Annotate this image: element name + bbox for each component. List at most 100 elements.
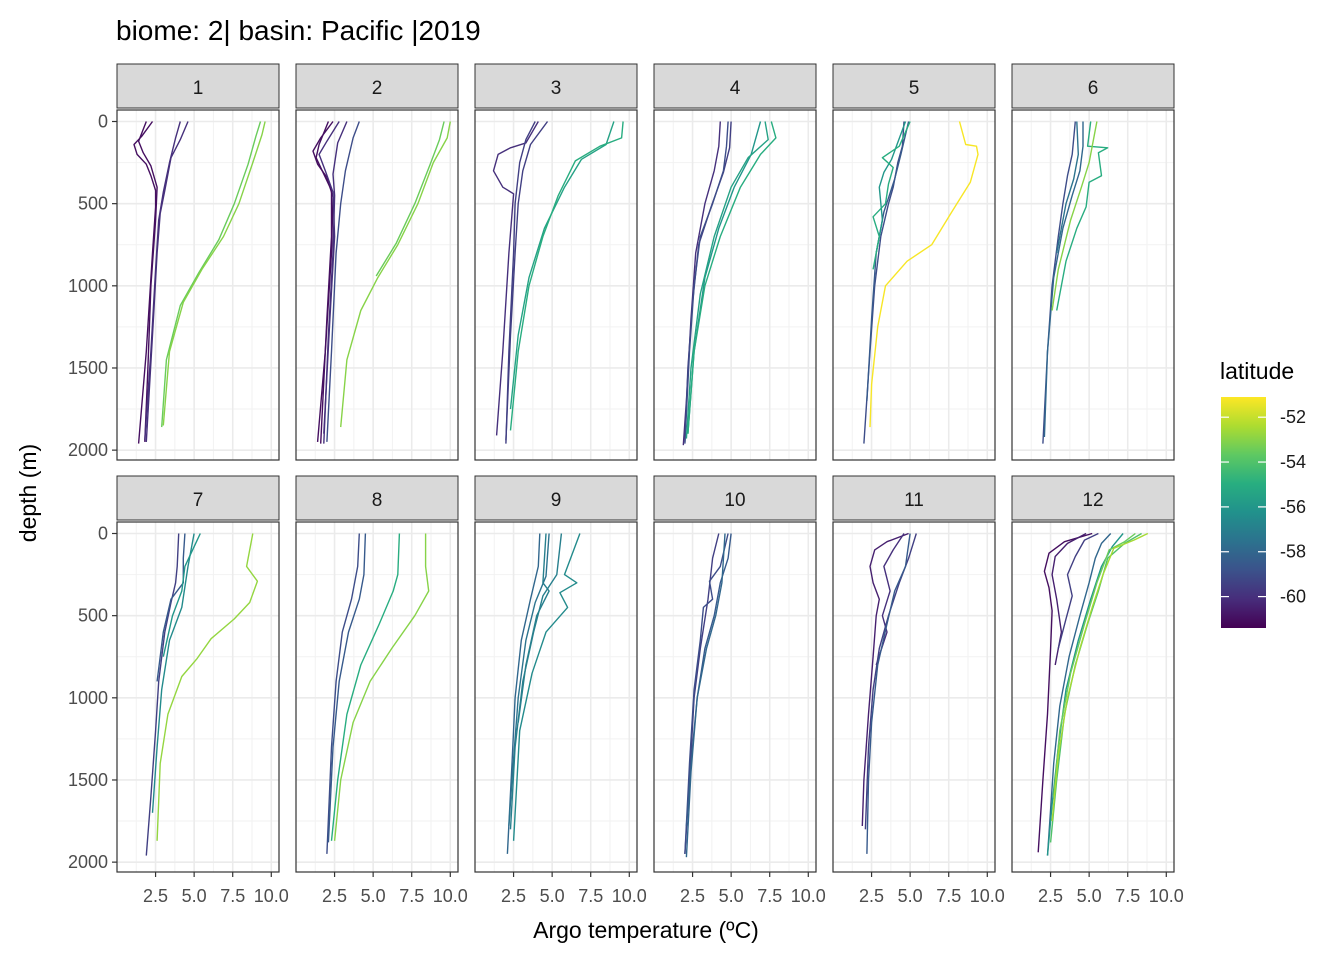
temperature-profile-line [1051, 121, 1098, 311]
facet-panel-12: 12 2.5 5.0 7.5 10.0 [1011, 475, 1184, 906]
temperature-profile-line [875, 533, 905, 666]
temperature-profile-line [144, 121, 181, 441]
legend-colorbar [1221, 397, 1266, 628]
temperature-profile-line [492, 121, 539, 436]
temperature-profile-line [340, 121, 451, 428]
facet-strip [832, 63, 996, 109]
y-tick-label: 0 [98, 524, 108, 544]
legend-tick-label: -58 [1280, 542, 1306, 562]
x-tick-label: 10.0 [254, 886, 289, 906]
temperature-profile-line [333, 533, 430, 841]
facet-strip-label: 12 [1082, 490, 1103, 511]
temperature-profile-line [1051, 532, 1149, 822]
temperature-profile-line [156, 533, 259, 841]
temperature-profile-line [869, 121, 979, 428]
facet-strip [1011, 475, 1175, 521]
facet-panel-2: 2 [295, 63, 459, 461]
legend-tick-label: -56 [1280, 497, 1306, 517]
legend-tick-label: -54 [1280, 452, 1306, 472]
temperature-profile-line [685, 121, 769, 439]
x-tick-label: 5.0 [540, 886, 565, 906]
panel-border [832, 521, 996, 873]
panel-border [116, 109, 280, 461]
facet-strip [832, 475, 996, 521]
facet-strip [116, 63, 280, 109]
x-tick-label: 2.5 [859, 886, 884, 906]
x-tick-label: 7.5 [399, 886, 424, 906]
temperature-profile-line [1043, 121, 1084, 438]
facet-strip [1011, 63, 1175, 109]
temperature-profile-line [326, 533, 360, 854]
y-tick-label: 500 [78, 606, 108, 626]
facet-panel-9: 9 2.5 5.0 7.5 10.0 [474, 475, 647, 906]
x-tick-label: 7.5 [578, 886, 603, 906]
temperature-profile-line [1056, 121, 1109, 311]
panel-border [653, 521, 817, 873]
temperature-profile-line [861, 532, 909, 827]
x-tick-label: 2.5 [501, 886, 526, 906]
x-tick-label: 5.0 [1077, 886, 1102, 906]
x-tick-label: 10.0 [970, 886, 1005, 906]
facet-strip [295, 475, 459, 521]
x-tick-label: 5.0 [361, 886, 386, 906]
x-tick-label: 2.5 [143, 886, 168, 906]
facet-strip [653, 63, 817, 109]
temperature-profile-line [151, 533, 195, 813]
temperature-profile-line [1046, 533, 1112, 856]
temperature-profile-line [145, 533, 180, 856]
facet-strip [295, 63, 459, 109]
temperature-profile-line [875, 121, 907, 254]
temperature-profile-line [375, 121, 445, 277]
x-tick-label: 7.5 [936, 886, 961, 906]
x-tick-label: 5.0 [182, 886, 207, 906]
facet-panel-7: 7 0 500 1000 1500 2000 2.5 5.0 7.5 10.0 [68, 475, 289, 906]
panel-border [295, 109, 459, 461]
y-tick-label: 1500 [68, 358, 108, 378]
facet-strip-label: 3 [551, 78, 562, 99]
temperature-profile-line [866, 121, 910, 401]
temperature-profile-line [872, 121, 911, 270]
facet-panel-5: 5 [832, 63, 996, 461]
facet-strip-label: 4 [730, 78, 741, 99]
x-tick-label: 10.0 [791, 886, 826, 906]
x-tick-label: 7.5 [220, 886, 245, 906]
x-axis-label: Argo temperature (ºC) [533, 917, 759, 943]
y-axis-label: depth (m) [15, 444, 41, 542]
y-tick-label: 1000 [68, 276, 108, 296]
temperature-profile-line [323, 121, 348, 444]
temperature-profile-line [687, 121, 777, 434]
legend-title: latitude [1220, 358, 1294, 384]
temperature-profile-line [684, 121, 729, 444]
x-tick-label: 5.0 [719, 886, 744, 906]
facet-panel-8: 8 2.5 5.0 7.5 10.0 [295, 475, 468, 906]
x-tick-label: 7.5 [1115, 886, 1140, 906]
x-tick-label: 10.0 [1149, 886, 1184, 906]
facet-strip-label: 1 [193, 78, 204, 99]
facet-strip [653, 475, 817, 521]
facet-panel-10: 10 2.5 5.0 7.5 10.0 [653, 475, 826, 906]
temperature-profile-line [685, 533, 726, 858]
temperature-profile-line [508, 533, 550, 827]
panel-border [474, 109, 638, 461]
temperature-profile-line [505, 121, 549, 441]
temperature-profile-line [162, 121, 266, 426]
temperature-profile-line [161, 121, 262, 428]
chart-title: biome: 2| basin: Pacific |2019 [116, 15, 481, 46]
x-tick-label: 7.5 [757, 886, 782, 906]
x-tick-label: 2.5 [680, 886, 705, 906]
legend: latitude -52 -54 -56 -58 -60 [1220, 358, 1306, 628]
x-tick-label: 5.0 [898, 886, 923, 906]
temperature-profile-line [330, 533, 401, 841]
facet-strip-label: 8 [372, 490, 383, 511]
facet-strip-label: 2 [372, 78, 383, 99]
facet-strip [116, 475, 280, 521]
temperature-profile-line [1037, 532, 1093, 853]
facet-strip [474, 63, 638, 109]
facet-strip-label: 9 [551, 490, 562, 511]
temperature-profile-line [156, 533, 186, 682]
temperature-profile-line [866, 533, 911, 854]
facet-panel-4: 4 [653, 63, 817, 461]
facet-strip-label: 6 [1088, 78, 1099, 99]
temperature-profile-line [137, 121, 158, 442]
